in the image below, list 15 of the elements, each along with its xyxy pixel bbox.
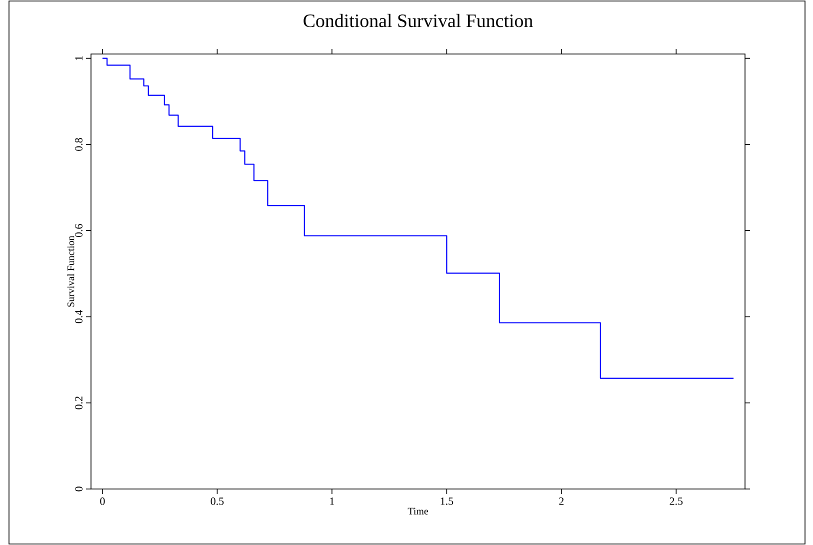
y-axis-title: Survival Function <box>67 236 74 307</box>
y-tick-label: 0 <box>75 486 82 492</box>
y-tick-label: 0.6 <box>75 224 82 238</box>
chart-title: Conditional Survival Function <box>304 14 533 28</box>
x-tick-label: 2.5 <box>670 498 683 505</box>
y-tick-label: 1 <box>75 56 82 60</box>
x-tick-label: 0 <box>100 498 105 505</box>
x-tick-label: 1 <box>330 498 334 505</box>
x-tick-label: 0.5 <box>210 498 224 505</box>
y-tick-label: 0.2 <box>75 396 82 410</box>
x-tick-label: 2 <box>559 498 564 505</box>
x-tick-label: 1.5 <box>440 498 454 505</box>
y-tick-label: 0.4 <box>75 310 82 324</box>
y-tick-label: 0.8 <box>75 138 82 151</box>
x-axis-title: Time <box>408 508 428 514</box>
